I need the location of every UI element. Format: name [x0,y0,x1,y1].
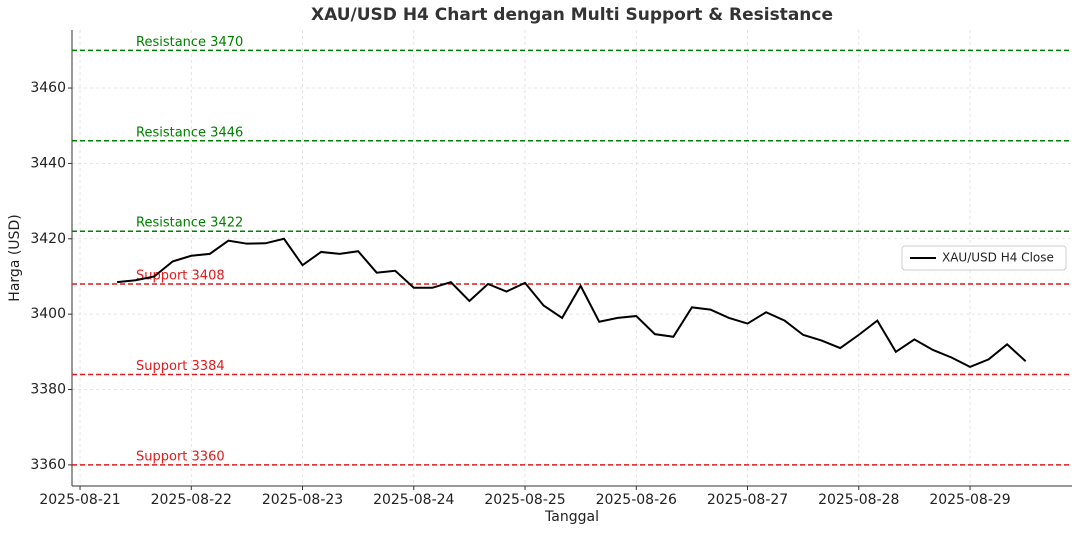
x-tick-label: 2025-08-28 [818,492,899,508]
reference-label: Support 3384 [136,359,225,374]
reference-label: Support 3360 [136,449,225,464]
x-tick-label: 2025-08-24 [373,492,454,508]
x-tick-label: 2025-08-26 [596,492,677,508]
x-tick-label: 2025-08-25 [484,492,565,508]
x-tick-label: 2025-08-27 [707,492,788,508]
reference-label: Resistance 3470 [136,35,243,50]
y-tick-label: 3420 [30,231,66,247]
reference-label: Resistance 3422 [136,216,243,231]
x-tick-label: 2025-08-29 [929,492,1010,508]
y-tick-label: 3460 [30,80,66,96]
x-axis-label: Tanggal [544,509,599,525]
y-tick-label: 3360 [30,457,66,473]
price-line [117,237,1027,369]
x-tick-label: 2025-08-22 [151,492,232,508]
legend-box [901,245,1067,271]
reference-label: Resistance 3446 [136,125,243,140]
chart-title: XAU/USD H4 Chart dengan Multi Support & … [311,5,833,25]
legend-label: XAU/USD H4 Close [942,251,1054,265]
reference-label: Support 3408 [136,269,225,284]
x-tick-label: 2025-08-23 [262,492,343,508]
y-axis-label: Harga (USD) [7,214,23,301]
x-tick-label: 2025-08-21 [39,492,120,508]
y-tick-label: 3400 [30,306,66,322]
y-tick-label: 3380 [30,382,66,398]
y-tick-label: 3440 [30,155,66,171]
